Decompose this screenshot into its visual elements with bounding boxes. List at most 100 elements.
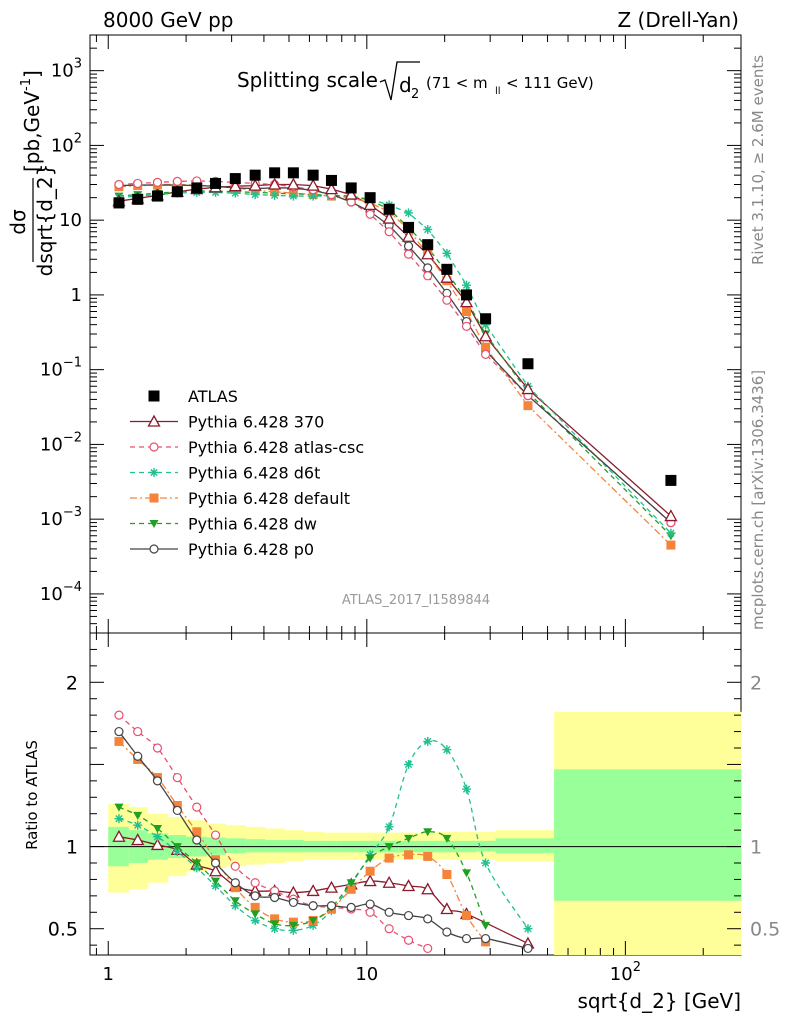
main-series-atlas_csc <box>118 180 672 524</box>
main-point-p370 <box>286 177 300 190</box>
main-line-atlas_csc <box>118 180 672 524</box>
ratio-point-dw <box>172 843 182 852</box>
ratio-point-atlas_csc <box>210 830 221 840</box>
y-tick-label: 10 <box>59 210 82 231</box>
ratio-layer <box>90 710 741 954</box>
main-markers-dw <box>114 187 676 541</box>
main-point-atlas_csc <box>403 249 414 259</box>
ratio-point-p370 <box>440 902 454 915</box>
ratio-point-default <box>442 870 452 879</box>
y-tick-exp: 3 <box>74 57 82 72</box>
ratio-point-p0 <box>250 891 260 901</box>
ratio-point-p0 <box>152 776 163 786</box>
y-tick-label: 10−3 <box>40 505 82 530</box>
ratio-point-p0 <box>523 943 533 954</box>
ratio-bands <box>108 711 742 955</box>
ratio-point-d6t <box>462 784 472 794</box>
y-tick-base: 10 <box>51 135 74 156</box>
ratio-point-default <box>346 884 356 894</box>
ratio-y-tick-label: 2 <box>66 672 78 694</box>
main-point-default <box>462 306 472 316</box>
title-range-pre: (71 < m <box>426 74 488 92</box>
ratio-point-atlas_csc <box>230 861 240 871</box>
main-point-atlas_csc <box>114 179 124 190</box>
analysis-label: ATLAS_2017_I1589844 <box>342 593 490 608</box>
legend-marker <box>147 414 161 427</box>
ratio-point-p370 <box>150 838 165 851</box>
ratio-point-d6t <box>230 901 240 911</box>
main-point-atlas_csc <box>423 271 433 281</box>
main-point-atlas <box>151 190 163 202</box>
ratio-point-atlas_csc <box>384 924 394 934</box>
ratio-point-atlas_csc <box>172 772 182 783</box>
ratio-point-atlas_csc <box>152 743 163 753</box>
legend-marker <box>149 468 159 477</box>
main-point-p370 <box>363 198 377 211</box>
ratio-point-p0 <box>442 927 452 937</box>
main-point-atlas <box>191 182 203 194</box>
legend-item-atlas_csc: Pythia 6.428 atlas-csc <box>130 438 364 457</box>
ratio-point-dw <box>404 834 414 843</box>
ratio-point-dw <box>270 920 280 929</box>
process-label: Z (Drell-Yan) <box>617 8 739 32</box>
main-point-d6t <box>442 248 452 258</box>
ylabel-units: [pb,GeV-1] <box>19 70 44 172</box>
main-line-dw <box>118 190 672 537</box>
main-point-default <box>666 540 676 550</box>
main-point-p0 <box>403 241 414 251</box>
ratio-point-p0 <box>133 751 143 761</box>
main-series-p370 <box>118 183 672 517</box>
y-tick-label: 103 <box>51 57 82 82</box>
mcplots-label: mcplots.cern.ch [arXiv:1306.3436] <box>749 370 767 630</box>
legend-item-atlas: ATLAS <box>148 387 238 406</box>
main-point-atlas_csc <box>152 177 163 188</box>
main-point-atlas <box>522 358 534 370</box>
ratio-point-atlas_csc <box>403 935 414 945</box>
ratio-point-default <box>192 827 202 837</box>
legend-label: Pythia 6.428 atlas-csc <box>188 438 364 457</box>
y-tick-exp: 2 <box>74 131 82 146</box>
main-title: Splitting scale d 2 (71 < m ll < 111 GeV… <box>237 61 594 102</box>
legend-item-d6t: Pythia 6.428 d6t <box>130 464 320 483</box>
y-tick-base: 10 <box>40 360 63 381</box>
ratio-point-atlas_csc <box>365 907 375 917</box>
y-tick-exp: −3 <box>63 505 82 520</box>
main-point-p370 <box>306 178 320 191</box>
title-sub: 2 <box>411 87 419 102</box>
ratio-point-default <box>230 883 240 893</box>
ratio-line-d6t <box>118 739 529 932</box>
ratio-ylabel: Ratio to ATLAS <box>23 740 41 850</box>
band-inner <box>245 839 266 853</box>
ylabel-units-close: ] <box>20 70 44 78</box>
ratio-point-default <box>114 736 124 746</box>
main-point-default <box>523 401 533 411</box>
main-point-atlas <box>132 193 144 205</box>
ratio-point-default <box>172 801 182 810</box>
main-markers-atlas <box>113 167 677 486</box>
x-tick-base: 10 <box>355 964 378 985</box>
legend-item-p0: Pythia 6.428 p0 <box>130 540 314 559</box>
main-point-p370 <box>268 177 282 190</box>
ylabel-units-text: [pb,GeV <box>20 91 44 172</box>
ylabel-den: dsqrt{d_2} <box>33 164 57 277</box>
x-tick-base: 1 <box>103 964 114 985</box>
main-point-atlas_csc <box>442 295 452 305</box>
y-tick-base: 10 <box>40 509 63 530</box>
ratio-point-dw <box>192 859 202 868</box>
ratio-point-dw <box>114 803 124 812</box>
ratio-point-default <box>270 914 280 924</box>
ratio-point-p0 <box>346 902 356 912</box>
ratio-series-dw <box>114 803 491 930</box>
main-point-d6t <box>250 190 260 200</box>
legend-item-default: Pythia 6.428 default <box>130 489 350 508</box>
ratio-point-dw <box>308 917 318 925</box>
main-point-p370 <box>382 211 396 224</box>
ratio-point-dw <box>152 825 162 833</box>
band-inner <box>554 769 742 901</box>
ratio-point-dw <box>230 897 240 906</box>
ratio-point-d6t <box>192 863 202 873</box>
ratio-point-dw <box>462 869 472 878</box>
main-point-atlas <box>269 167 281 179</box>
ratio-point-p370 <box>363 874 377 887</box>
